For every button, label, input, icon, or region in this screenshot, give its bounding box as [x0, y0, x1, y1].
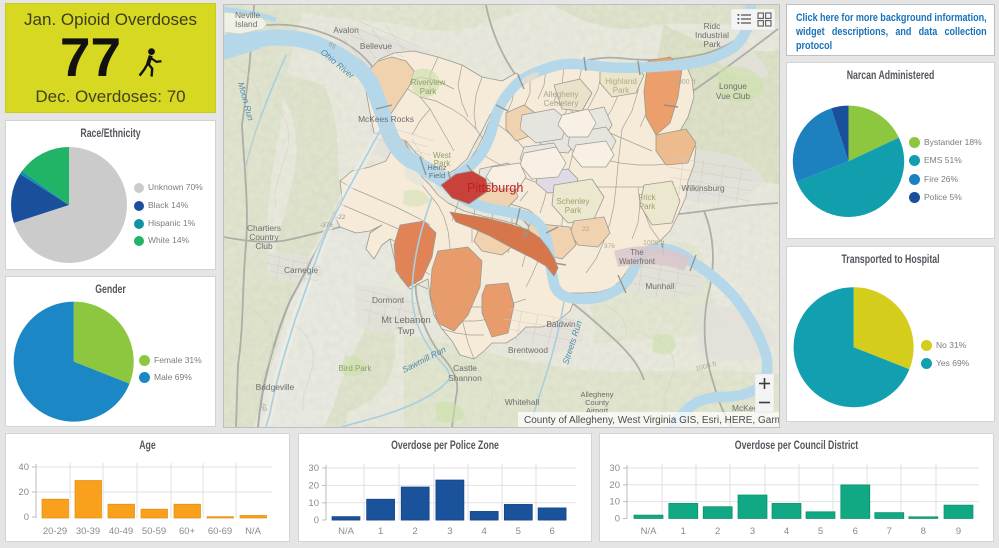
svg-text:3: 3 [447, 526, 452, 537]
svg-text:Schenley: Schenley [557, 197, 590, 206]
svg-text:Park: Park [434, 159, 451, 168]
svg-text:Riverview: Riverview [411, 78, 446, 87]
svg-text:McKees Rocks: McKees Rocks [358, 114, 414, 124]
svg-text:4: 4 [482, 526, 487, 537]
svg-text:20-29: 20-29 [43, 526, 67, 537]
svg-text:Cemetery: Cemetery [544, 99, 579, 108]
svg-text:1000 ft: 1000 ft [674, 79, 695, 86]
svg-text:Pittsburgh: Pittsburgh [467, 181, 523, 195]
svg-text:1: 1 [378, 526, 383, 537]
svg-text:9: 9 [956, 526, 961, 537]
svg-text:Neville: Neville [235, 10, 260, 20]
svg-text:65: 65 [327, 41, 337, 51]
svg-text:5: 5 [516, 526, 521, 537]
svg-text:8: 8 [921, 526, 926, 537]
svg-text:0: 0 [24, 512, 29, 523]
svg-text:West: West [433, 151, 452, 160]
svg-text:Heinz: Heinz [427, 163, 446, 172]
svg-text:Carnegie: Carnegie [284, 265, 318, 275]
svg-text:Castle: Castle [453, 363, 477, 373]
svg-text:Chartiers: Chartiers [247, 223, 281, 233]
svg-text:Whitehall: Whitehall [505, 397, 540, 407]
svg-text:30: 30 [308, 463, 319, 474]
svg-text:20: 20 [609, 480, 620, 491]
svg-text:Park: Park [703, 39, 721, 49]
svg-text:1000 ft: 1000 ft [643, 240, 664, 247]
svg-text:20: 20 [308, 480, 319, 491]
svg-text:Vue Club: Vue Club [716, 91, 750, 101]
svg-text:Waterfront: Waterfront [619, 257, 656, 266]
svg-text:N/A: N/A [338, 526, 355, 537]
svg-text:10: 10 [609, 497, 620, 508]
svg-text:-22: -22 [336, 214, 346, 221]
svg-text:Mt Lebanon: Mt Lebanon [381, 314, 431, 325]
svg-text:Dormont: Dormont [372, 295, 405, 305]
svg-text:Twp: Twp [397, 325, 414, 336]
svg-text:6: 6 [853, 526, 858, 537]
svg-text:2: 2 [715, 526, 720, 537]
svg-text:885: 885 [521, 227, 531, 240]
svg-text:3: 3 [750, 526, 755, 537]
svg-text:60+: 60+ [179, 526, 196, 537]
svg-text:Island: Island [235, 19, 258, 29]
svg-text:Field: Field [429, 171, 445, 180]
svg-text:The: The [630, 248, 643, 257]
svg-text:Baldwin: Baldwin [546, 319, 576, 329]
svg-text:22: 22 [582, 226, 590, 233]
svg-text:Avalon: Avalon [333, 25, 359, 35]
svg-text:20: 20 [18, 487, 29, 498]
svg-text:N/A: N/A [641, 526, 658, 537]
svg-text:Munhall: Munhall [645, 281, 674, 291]
svg-text:5: 5 [818, 526, 823, 537]
svg-text:376: 376 [604, 243, 615, 250]
svg-text:Highland: Highland [605, 77, 637, 86]
svg-text:Bird Park: Bird Park [339, 364, 373, 373]
svg-text:10: 10 [308, 498, 319, 509]
svg-text:1000 ft: 1000 ft [695, 361, 718, 373]
svg-text:Wilkinsburg: Wilkinsburg [681, 183, 725, 193]
svg-text:Club: Club [255, 241, 273, 251]
svg-text:Park: Park [639, 202, 656, 211]
svg-text:Country: Country [249, 232, 279, 242]
svg-text:Airport: Airport [586, 406, 609, 415]
svg-text:Brentwood: Brentwood [508, 345, 548, 355]
svg-text:Ridc: Ridc [704, 21, 721, 31]
svg-text:Industrial: Industrial [695, 30, 729, 40]
svg-text:2: 2 [413, 526, 418, 537]
svg-text:50-59: 50-59 [142, 526, 166, 537]
svg-text:Allegheny: Allegheny [543, 90, 578, 99]
svg-text:40: 40 [18, 462, 29, 473]
svg-text:1: 1 [681, 526, 686, 537]
svg-text:County of Allegheny, West Virg: County of Allegheny, West Virginia GIS, … [524, 415, 779, 426]
svg-text:6: 6 [549, 526, 554, 537]
svg-text:30-39: 30-39 [76, 526, 100, 537]
svg-text:0: 0 [615, 514, 620, 525]
svg-text:Allegheny: Allegheny [581, 390, 614, 399]
svg-text:Park: Park [565, 206, 582, 215]
svg-text:40-49: 40-49 [109, 526, 133, 537]
svg-text:Park: Park [420, 87, 437, 96]
svg-text:Shannon: Shannon [448, 373, 482, 383]
svg-text:-376: -376 [320, 222, 333, 229]
svg-text:Frick: Frick [638, 193, 656, 202]
svg-text:Bridgeville: Bridgeville [256, 382, 295, 392]
svg-text:County: County [585, 398, 609, 407]
svg-text:McKeesp: McKeesp [732, 403, 767, 413]
svg-text:Longue: Longue [719, 81, 747, 91]
svg-text:-50: -50 [258, 401, 268, 413]
svg-text:7: 7 [887, 526, 892, 537]
svg-text:60-69: 60-69 [208, 526, 232, 537]
svg-text:0: 0 [314, 515, 319, 526]
svg-text:Park: Park [613, 86, 630, 95]
svg-text:Bellevue: Bellevue [360, 41, 392, 51]
svg-text:30: 30 [609, 463, 620, 474]
svg-text:4: 4 [784, 526, 789, 537]
svg-text:N/A: N/A [245, 526, 262, 537]
